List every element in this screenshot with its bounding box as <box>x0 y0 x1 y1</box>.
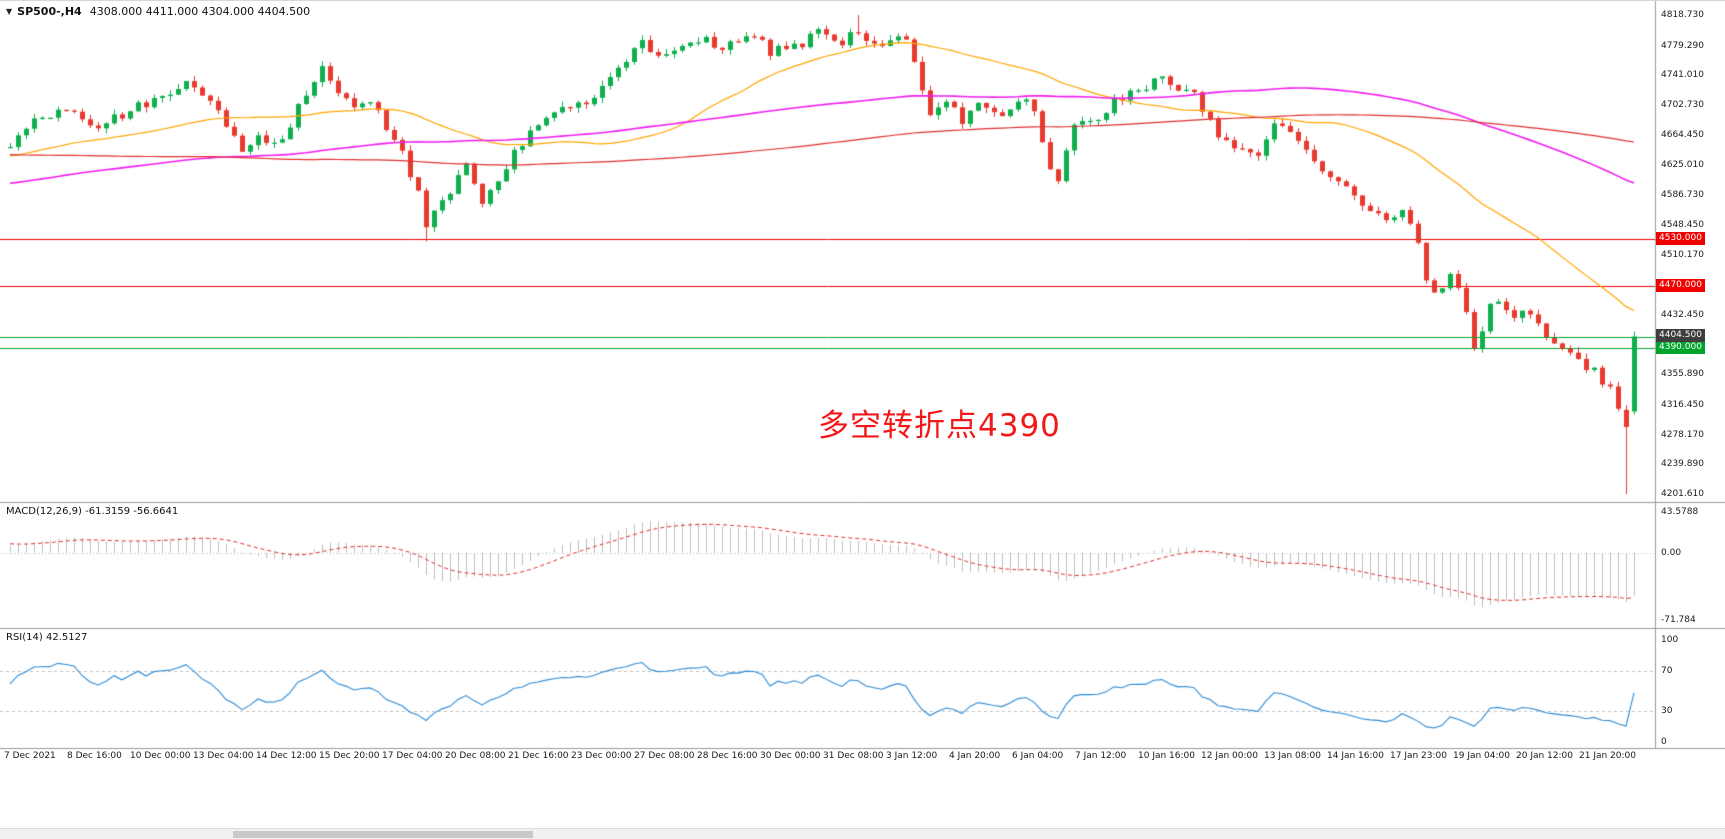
time-axis-label: 17 Dec 04:00 <box>382 751 443 761</box>
price-axis-label: 4741.010 <box>1661 70 1704 81</box>
macd-axis-label: 0.00 <box>1661 547 1682 558</box>
rsi-axis-label: 0 <box>1661 737 1667 747</box>
time-axis-label: 10 Dec 00:00 <box>130 751 191 761</box>
price-axis-label: 4432.450 <box>1661 309 1704 320</box>
time-axis-label: 19 Jan 04:00 <box>1453 751 1510 761</box>
price-axis-label: 4201.610 <box>1661 489 1704 499</box>
time-axis-label: 15 Dec 20:00 <box>319 751 380 761</box>
rsi-axis-label: 70 <box>1661 665 1673 676</box>
time-axis-label: 17 Jan 23:00 <box>1390 751 1447 761</box>
time-axis-label: 8 Dec 16:00 <box>67 751 122 761</box>
window-top-border <box>0 0 1725 1</box>
price-axis-label: 4779.290 <box>1661 40 1704 51</box>
symbol-dropdown-icon[interactable]: ▼ <box>6 7 13 16</box>
price-axis-label: 4625.010 <box>1661 160 1704 171</box>
time-axis-label: 21 Jan 20:00 <box>1579 751 1636 761</box>
price-axis-label: 4548.450 <box>1661 219 1704 230</box>
time-axis-label: 7 Jan 12:00 <box>1075 751 1127 761</box>
macd-axis-label: -71.784 <box>1661 615 1696 625</box>
time-axis-label: 30 Dec 00:00 <box>760 751 821 761</box>
time-axis-label: 7 Dec 2021 <box>4 751 56 761</box>
horizontal-scrollbar[interactable] <box>0 828 1725 839</box>
time-axis-label: 20 Dec 08:00 <box>445 751 506 761</box>
time-axis-label: 14 Dec 12:00 <box>256 751 317 761</box>
time-axis-label: 13 Dec 04:00 <box>193 751 254 761</box>
macd-axis-label: 43.5788 <box>1661 507 1699 517</box>
time-axis-label: 31 Dec 08:00 <box>823 751 884 761</box>
price-axis-label: 4702.730 <box>1661 100 1704 111</box>
time-axis-label: 23 Dec 00:00 <box>571 751 632 761</box>
price-axis-label: 4818.730 <box>1661 10 1704 20</box>
price-axis-label: 4239.890 <box>1661 459 1704 470</box>
price-axis-label: 4510.170 <box>1661 249 1704 260</box>
price-axis-label: 4664.450 <box>1661 129 1704 140</box>
macd-indicator-label: MACD(12,26,9) -61.3159 -56.6641 <box>6 506 179 517</box>
price-tag-4470.000: 4470.000 <box>1656 278 1705 292</box>
symbol-timeframe-label: SP500-,H4 <box>17 5 82 18</box>
ohlc-values: 4308.000 4411.000 4304.000 4404.500 <box>89 5 311 18</box>
price-tag-4530.000: 4530.000 <box>1656 232 1705 246</box>
time-axis-label: 12 Jan 00:00 <box>1201 751 1258 761</box>
rsi-axis-label: 100 <box>1661 635 1679 645</box>
price-axis-label: 4316.450 <box>1661 399 1704 410</box>
time-axis-label: 6 Jan 04:00 <box>1012 751 1064 761</box>
time-axis-label: 4 Jan 20:00 <box>949 751 1001 761</box>
time-axis-label: 14 Jan 16:00 <box>1327 751 1384 761</box>
time-axis-label: 3 Jan 12:00 <box>886 751 938 761</box>
price-axis-label: 4355.890 <box>1661 369 1704 380</box>
rsi-indicator-label: RSI(14) 42.5127 <box>6 632 88 643</box>
rsi-axis-label: 30 <box>1661 706 1673 717</box>
horizontal-scrollbar-thumb[interactable] <box>233 831 533 838</box>
price-tag-4390.000: 4390.000 <box>1656 340 1705 354</box>
time-axis-label: 28 Dec 16:00 <box>697 751 758 761</box>
time-axis-label: 27 Dec 08:00 <box>634 751 695 761</box>
annotation-text[interactable]: 多空转折点4390 <box>818 408 1061 444</box>
time-axis-label: 21 Dec 16:00 <box>508 751 569 761</box>
chart-header: ▼ SP500-,H4 4308.000 4411.000 4304.000 440… <box>6 5 310 18</box>
price-axis-label: 4586.730 <box>1661 190 1704 201</box>
bid-price-tag: 4404.500 <box>1656 328 1705 342</box>
time-axis-label: 20 Jan 12:00 <box>1516 751 1573 761</box>
time-axis-label: 13 Jan 08:00 <box>1264 751 1321 761</box>
time-axis-label: 10 Jan 16:00 <box>1138 751 1195 761</box>
price-axis-label: 4278.170 <box>1661 429 1704 440</box>
